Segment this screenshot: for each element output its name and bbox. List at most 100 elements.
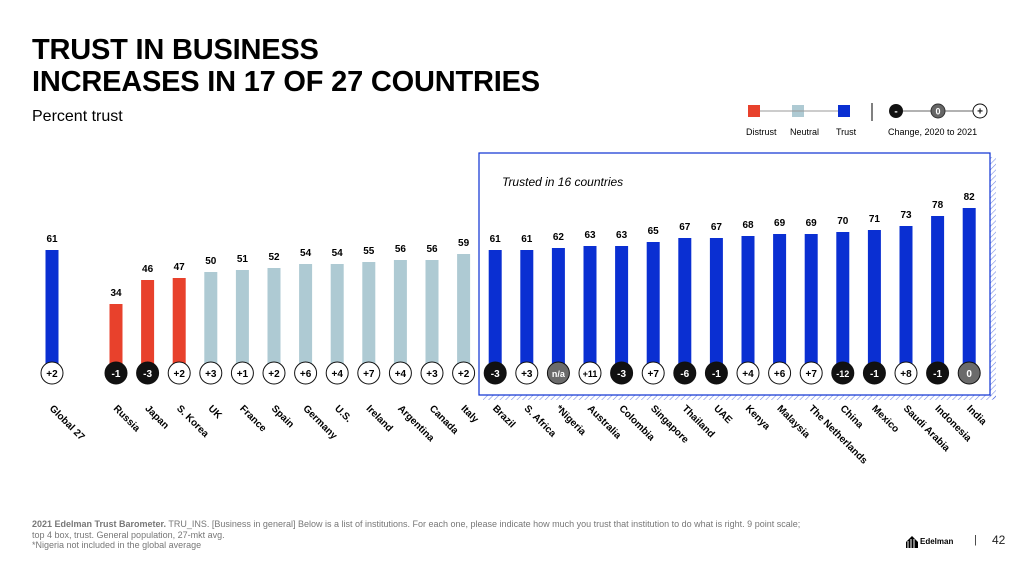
legend-change-label: Change, 2020 to 2021: [888, 127, 977, 137]
category-label-brazil: Brazil: [490, 403, 517, 430]
category-label-kenya: Kenya: [743, 403, 772, 432]
change-circle-italy: [452, 361, 476, 385]
change-circle-ireland: [357, 361, 381, 385]
change-label-mexico: -1: [870, 369, 879, 380]
value-label-uk: 50: [205, 256, 217, 267]
chart-subtitle: Percent trust: [32, 108, 123, 125]
value-label-u-s: 54: [332, 248, 344, 259]
value-label-kenya: 68: [742, 220, 754, 231]
change-circle-mexico: [862, 361, 886, 385]
category-label-s-korea: S. Korea: [174, 403, 211, 440]
change-label-malaysia: +6: [774, 369, 786, 380]
change-circle-france: [230, 361, 254, 385]
change-circle-u-s: [325, 361, 349, 385]
change-circle-thailand: [673, 361, 697, 385]
value-label-s-korea: 47: [174, 262, 186, 273]
change-circle-saudi-arabia: [894, 361, 918, 385]
value-label-malaysia: 69: [774, 218, 786, 229]
value-label-japan: 46: [142, 264, 154, 275]
change-circle-uk: [199, 361, 223, 385]
change-label-kenya: +4: [742, 369, 754, 380]
legend-label-neutral: Neutral: [790, 127, 819, 137]
change-label-spain: +2: [268, 369, 280, 380]
value-label-uae: 67: [711, 222, 723, 233]
value-label-australia: 63: [584, 230, 596, 241]
value-label-singapore: 65: [648, 226, 660, 237]
bar-the-netherlands: [804, 234, 818, 372]
bar-brazil: [488, 250, 502, 372]
bar-colombia: [615, 246, 629, 372]
change-label-s-africa: +3: [521, 369, 533, 380]
legend-change-zero-circle: [930, 103, 946, 119]
change-circle-india: [957, 361, 981, 385]
value-label-ireland: 55: [363, 246, 375, 257]
footnote-line-1: TRU_INS. [Business in general] Below is …: [166, 519, 801, 529]
category-label-u-s: U.S.: [332, 403, 354, 425]
change-circle-s-korea: [167, 361, 191, 385]
change-circle-uae: [704, 361, 728, 385]
bar-uae: [709, 238, 723, 372]
highlight-shadow-bottom: [483, 395, 996, 400]
value-label-germany: 54: [300, 248, 312, 259]
legend-change-minus-circle: [889, 104, 903, 118]
change-label-china: -12: [836, 369, 849, 379]
category-label-spain: Spain: [269, 403, 296, 430]
change-circle-australia: [578, 361, 602, 385]
value-label-india: 82: [964, 192, 976, 203]
bar-japan: [141, 280, 155, 372]
value-label-canada: 56: [426, 244, 438, 255]
bar-saudi-arabia: [899, 226, 913, 372]
footnote-line-2: top 4 box, trust. General population, 27…: [32, 529, 225, 540]
bar-canada: [425, 260, 439, 372]
change-label-canada: +3: [426, 369, 438, 380]
category-label-italy: Italy: [458, 403, 480, 425]
bar-global-27: [45, 250, 59, 372]
footer-separator: |: [974, 534, 977, 546]
bar-ireland: [362, 262, 376, 372]
bar-s-africa: [520, 250, 534, 372]
change-circle-canada: [420, 361, 444, 385]
legend-swatch-distrust: [748, 105, 760, 117]
legend: Distrust Neutral Trust - 0 + Change, 202…: [746, 103, 988, 137]
change-label-colombia: -3: [617, 369, 626, 380]
category-label-global-27: Global 27: [47, 403, 87, 443]
change-label-japan: -3: [143, 369, 152, 380]
legend-label-trust: Trust: [836, 127, 857, 137]
value-label-the-netherlands: 69: [806, 218, 818, 229]
change-label-the-netherlands: +7: [805, 369, 817, 380]
change-circle-japan: [136, 361, 160, 385]
change-label-ireland: +7: [363, 369, 375, 380]
change-label-singapore: +7: [647, 369, 659, 380]
change-circle-indonesia: [926, 361, 950, 385]
footnote-source: 2021 Edelman Trust Barometer.: [32, 519, 167, 529]
footnote: 2021 Edelman Trust Barometer. TRU_INS. […: [32, 519, 800, 551]
change-circle-germany: [294, 361, 318, 385]
bar-argentina: [393, 260, 407, 372]
bar-mexico: [867, 230, 881, 372]
category-label-the-netherlands: The Netherlands: [806, 403, 869, 466]
change-circle-global-27: [40, 361, 64, 385]
value-label-spain: 52: [268, 252, 280, 263]
trust-bar-chart: Trusted in 16 countries 61 +2 Global 27 34 -…: [40, 152, 996, 467]
bar-france: [235, 270, 249, 372]
change-circle-argentina: [388, 361, 412, 385]
legend-change-minus: -: [894, 107, 897, 118]
change-label-thailand: -6: [680, 369, 689, 380]
change-circle-kenya: [736, 361, 760, 385]
change-circle-malaysia: [768, 361, 792, 385]
value-label-s-africa: 61: [521, 234, 533, 245]
bar-kenya: [741, 236, 755, 372]
value-label-saudi-arabia: 73: [900, 210, 912, 221]
bar-germany: [299, 264, 313, 372]
legend-change-zero: 0: [935, 107, 940, 117]
bar-spain: [267, 268, 281, 372]
change-circle-brazil: [483, 361, 507, 385]
bar-australia: [583, 246, 597, 372]
category-label-s-africa: S. Africa: [522, 403, 559, 440]
change-circle-the-netherlands: [799, 361, 823, 385]
brand-name: Edelman: [920, 537, 954, 546]
change-label-global-27: +2: [46, 369, 58, 380]
legend-label-distrust: Distrust: [746, 127, 777, 137]
bar-malaysia: [773, 234, 787, 372]
change-label-france: +1: [237, 369, 249, 380]
